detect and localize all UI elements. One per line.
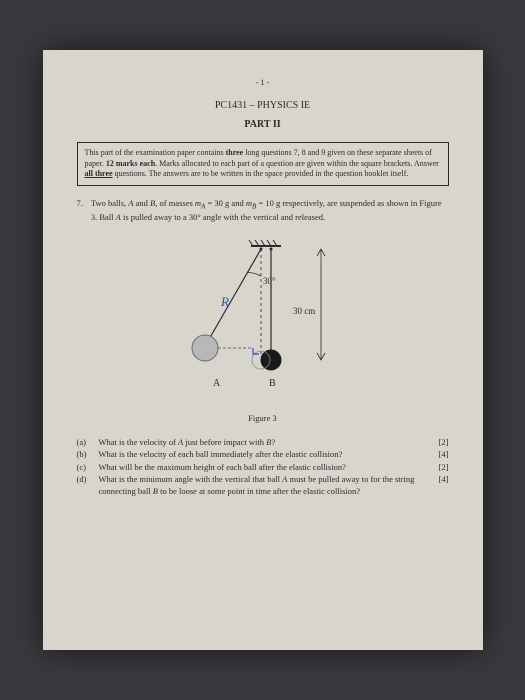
- figure-label: Figure 3: [77, 413, 449, 424]
- annotation-r: R: [220, 294, 229, 309]
- angle-label: 30°: [263, 276, 276, 286]
- figure-3: 30° 30 cm A B R: [77, 234, 449, 407]
- subparts: (a) What is the velocity of A just before…: [77, 437, 449, 497]
- subpart-c: (c) What will be the maximum height of ea…: [77, 462, 449, 473]
- marks: [4]: [439, 474, 449, 485]
- subpart-label: (d): [77, 474, 95, 497]
- subpart-label: (a): [77, 437, 95, 448]
- subpart-text: What is the velocity of each ball immedi…: [99, 449, 449, 460]
- subpart-label: (c): [77, 462, 95, 473]
- question-text: Two balls, A and B, of masses mA = 30 g …: [91, 198, 449, 224]
- ball-a-label: A: [213, 378, 221, 389]
- ball-b-label: B: [269, 378, 276, 389]
- question-number: 7.: [77, 198, 83, 224]
- subpart-a: (a) What is the velocity of A just before…: [77, 437, 449, 448]
- marks: [2]: [439, 462, 449, 473]
- subpart-d: (d)What is the minimum angle with the ve…: [77, 474, 449, 497]
- figure-svg: 30° 30 cm A B R: [163, 234, 363, 404]
- subpart-text: What is the velocity of A just before im…: [99, 437, 449, 448]
- marks: [2]: [439, 437, 449, 448]
- part-heading: PART II: [77, 118, 449, 132]
- instructions-box: This part of the examination paper conta…: [77, 142, 449, 186]
- page-number: - 1 -: [77, 78, 449, 89]
- course-code: PC1431 – PHYSICS IE: [77, 99, 449, 113]
- question-7: 7. Two balls, A and B, of masses mA = 30…: [77, 198, 449, 224]
- length-label: 30 cm: [293, 306, 315, 316]
- subpart-text: What is the minimum angle with the verti…: [99, 474, 449, 497]
- marks: [4]: [439, 449, 449, 460]
- exam-page: - 1 - PC1431 – PHYSICS IE PART II This p…: [43, 50, 483, 650]
- subpart-text: What will be the maximum height of each …: [99, 462, 449, 473]
- subpart-b: (b) What is the velocity of each ball imm…: [77, 449, 449, 460]
- annotation-right-angle: [253, 348, 259, 354]
- subpart-label: (b): [77, 449, 95, 460]
